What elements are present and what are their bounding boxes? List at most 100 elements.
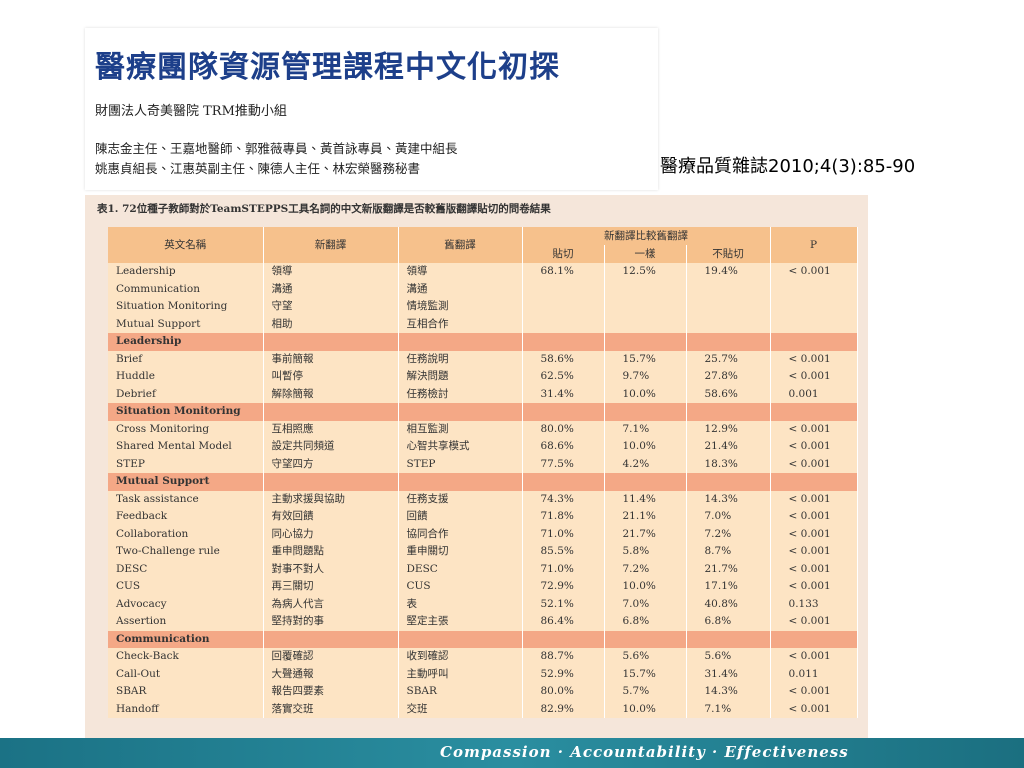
cell: DESC [108,560,264,578]
cell: 80.0% [522,683,605,701]
cell: 主動呼叫 [398,665,523,683]
citation: 醫療品質雜誌2010;4(3):85-90 [660,156,916,177]
empty-cell [522,280,605,298]
cell: 31.4% [686,665,771,683]
cell: 7.2% [686,525,771,543]
empty-cell [770,280,858,298]
cell: 27.8% [686,368,771,386]
empty-cell [522,315,605,333]
empty-cell [263,403,399,421]
section-row: Communication [108,630,858,648]
empty-cell [522,473,605,491]
data-row: Situation Monitoring 守望 情境監測 [108,298,858,316]
cell: 同心協力 [263,525,399,543]
empty-cell [604,473,687,491]
cell: < 0.001 [770,420,858,438]
subcolumn-header: 貼切 [522,245,605,263]
cell: 88.7% [522,648,605,666]
cell: 事前簡報 [263,350,399,368]
empty-cell [522,333,605,351]
empty-cell [770,333,858,351]
cell: 10.0% [604,700,687,718]
data-row: SBAR 報告四要素 SBAR 80.0% 5.7% 14.3% < 0.001 [108,683,858,701]
cell: 72.9% [522,578,605,596]
data-row: Assertion 堅持對的事 堅定主張 86.4% 6.8% 6.8% < 0.001 [108,613,858,631]
cell: 10.0% [604,578,687,596]
cell: 7.0% [686,508,771,526]
cell: 17.1% [686,578,771,596]
empty-cell [522,298,605,316]
data-row: Communication 溝通 溝通 [108,280,858,298]
cell: 5.6% [604,648,687,666]
cell: 86.4% [522,613,605,631]
cell: 設定共同頻道 [263,438,399,456]
cell: 解除簡報 [263,385,399,403]
empty-cell [686,630,771,648]
cell: 31.4% [522,385,605,403]
cell: 18.3% [686,455,771,473]
data-row: STEP 守望四方 STEP 77.5% 4.2% 18.3% < 0.001 [108,455,858,473]
section-row: Situation Monitoring [108,403,858,421]
cell: 相互監測 [398,420,523,438]
cell: 82.9% [522,700,605,718]
cell: Two-Challenge rule [108,543,264,561]
empty-cell [686,298,771,316]
cell: 表 [398,595,523,613]
data-row: Task assistance 主動求援與協助 任務支援 74.3% 11.4% 14.3… [108,490,858,508]
data-row: Advocacy 為病人代言表 52.1% 7.0% 40.8% 0.133 [108,595,858,613]
data-row: Check-Back 回覆確認 收到確認 88.7% 5.6% 5.6% < 0.001 [108,648,858,666]
cell: Collaboration [108,525,264,543]
cell: 協同合作 [398,525,523,543]
cell: 0.011 [770,665,858,683]
cell: 大聲通報 [263,665,399,683]
empty-cell [686,280,771,298]
organization: 財團法人奇美醫院 TRM推動小組 [95,104,287,119]
data-row: Debrief 解除簡報 任務檢討 31.4% 10.0% 58.6% 0.001 [108,385,858,403]
table: 英文名稱 新翻譯 舊翻譯 新翻譯比較舊翻譯 P 貼切 一樣 不貼切 Leadership 領導領… [108,227,858,718]
cell: 5.7% [604,683,687,701]
cell: 溝通 [263,280,399,298]
data-row: Feedback 有效回饋 回饋 71.8% 21.1% 7.0% < 0.001 [108,508,858,526]
cell: 主動求援與協助 [263,490,399,508]
table-head: 英文名稱 新翻譯 舊翻譯 新翻譯比較舊翻譯 P 貼切 一樣 不貼切 [108,227,858,263]
cell: < 0.001 [770,648,858,666]
data-row: Two-Challenge rule 重申問題點 重申關切 85.5% 5.8% 8.7%… [108,543,858,561]
cell: 重申問題點 [263,543,399,561]
cell: 有效回饋 [263,508,399,526]
cell: < 0.001 [770,350,858,368]
cell: Leadership [108,263,264,281]
empty-cell [686,315,771,333]
cell: Huddle [108,368,264,386]
empty-cell [398,333,523,351]
empty-cell [604,315,687,333]
data-row: Brief 事前簡報 任務說明 58.6% 15.7% 25.7% < 0.001 [108,350,858,368]
cell: 回饋 [398,508,523,526]
cell: STEP [398,455,523,473]
cell: 74.3% [522,490,605,508]
cell: 為病人代言 [263,595,399,613]
cell: 21.7% [686,560,771,578]
cell: Call-Out [108,665,264,683]
cell: 8.7% [686,543,771,561]
data-row: Collaboration 同心協力 協同合作 71.0% 21.7% 7.2% < 0.0… [108,525,858,543]
cell: 守望 [263,298,399,316]
empty-cell [770,298,858,316]
cell: < 0.001 [770,700,858,718]
cell: DESC [398,560,523,578]
empty-cell [522,403,605,421]
column-header: P [770,227,858,263]
cell: 14.3% [686,683,771,701]
cell: 領導 [398,263,523,281]
footer-bar: Compassion · Accountability · Effectiven… [0,738,1024,768]
cell: < 0.001 [770,578,858,596]
table-body: Leadership 領導 領導 68.1% 12.5% 19.4% < 0.001 Comm… [108,263,858,718]
cell: 62.5% [522,368,605,386]
cell: 堅定主張 [398,613,523,631]
slogan: Compassion · Accountability · Effectiven… [440,743,849,761]
column-header: 舊翻譯 [398,227,523,263]
column-header: 新翻譯 [263,227,399,263]
cell: 7.2% [604,560,687,578]
empty-cell [263,630,399,648]
cell: 收到確認 [398,648,523,666]
empty-cell [263,473,399,491]
